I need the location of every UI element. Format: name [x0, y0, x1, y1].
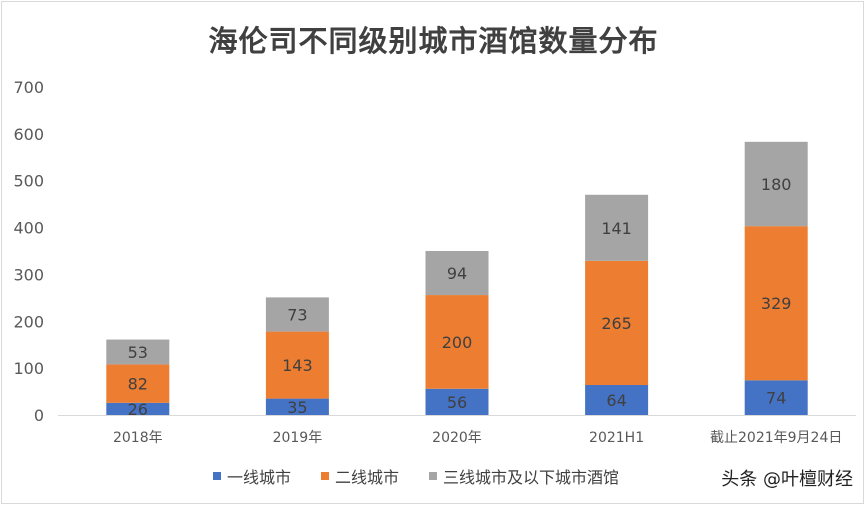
data-label: 35 — [287, 398, 307, 417]
y-tick-label: 700 — [13, 78, 44, 97]
y-tick-label: 0 — [34, 406, 44, 425]
data-label: 180 — [761, 175, 792, 194]
legend-item: 一线城市 — [213, 464, 291, 488]
data-label: 64 — [606, 391, 626, 410]
legend-item: 二线城市 — [321, 464, 399, 488]
legend-label: 一线城市 — [227, 468, 292, 487]
bar-segment — [425, 295, 489, 389]
data-label: 200 — [442, 333, 473, 352]
data-label: 56 — [447, 393, 467, 412]
y-tick-label: 500 — [13, 172, 44, 191]
bar-segment — [744, 226, 808, 381]
x-tick-label: 2021H1 — [589, 430, 644, 446]
legend-item: 三线城市及以下城市酒馆 — [429, 464, 619, 488]
y-tick-label: 200 — [13, 312, 44, 331]
bar-segment — [585, 385, 649, 415]
y-tick-label: 300 — [13, 265, 44, 284]
legend-label: 二线城市 — [335, 468, 400, 487]
watermark: 头条 @叶檀财经 — [721, 469, 853, 490]
bar-segment — [265, 331, 329, 399]
data-label: 329 — [761, 294, 792, 313]
x-tick-label: 2019年 — [273, 430, 323, 446]
data-label: 73 — [287, 305, 307, 324]
data-label: 141 — [601, 219, 632, 238]
bar-segment — [744, 380, 808, 415]
bar-segment — [425, 388, 489, 415]
bar-segment — [106, 402, 170, 415]
bar-segment — [585, 194, 649, 261]
data-label: 74 — [766, 389, 786, 408]
data-label: 53 — [128, 343, 148, 362]
legend-swatch — [213, 472, 221, 480]
data-label: 143 — [282, 356, 313, 375]
chart-title: 海伦司不同级别城市酒馆数量分布 — [208, 24, 659, 58]
legend-swatch — [429, 472, 438, 480]
bar-segment — [265, 398, 329, 415]
x-tick-label: 截止2021年9月24日 — [710, 430, 842, 446]
bar-segment — [425, 251, 489, 296]
bar-segment — [744, 141, 808, 227]
legend-label: 三线城市及以下城市酒馆 — [443, 468, 620, 487]
x-tick-label: 2020年 — [432, 430, 482, 446]
y-tick-label: 600 — [13, 125, 44, 144]
data-label: 82 — [128, 375, 148, 394]
bar-segment — [106, 364, 170, 403]
data-label: 265 — [601, 314, 632, 333]
x-tick-label: 2018年 — [113, 430, 163, 446]
data-label: 94 — [447, 264, 467, 283]
bar-segment — [265, 297, 329, 332]
legend-swatch — [321, 472, 330, 480]
bar-segment — [106, 339, 170, 365]
data-label: 26 — [128, 400, 148, 419]
y-tick-label: 400 — [13, 219, 44, 238]
bar-segment — [585, 260, 649, 386]
legend: 一线城市 二线城市 三线城市及以下城市酒馆 — [213, 464, 649, 488]
y-tick-label: 100 — [13, 359, 44, 378]
